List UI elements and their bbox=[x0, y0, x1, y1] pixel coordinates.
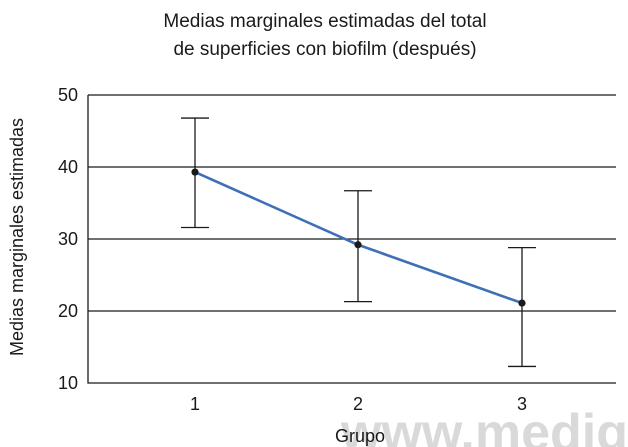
axis-frame bbox=[87, 95, 616, 384]
watermark: www.medig bbox=[340, 404, 628, 447]
y-tick-label: 40 bbox=[58, 157, 78, 177]
x-tick-label: 2 bbox=[353, 394, 363, 414]
series-group bbox=[181, 117, 536, 368]
y-tick-label: 20 bbox=[58, 301, 78, 321]
x-tick-label: 3 bbox=[517, 394, 527, 414]
data-point bbox=[518, 299, 526, 307]
x-tick-labels: 1 2 3 bbox=[190, 394, 527, 414]
x-tick-label: 1 bbox=[190, 394, 200, 414]
y-axis-label: Medias marginales estimadas bbox=[7, 118, 27, 356]
y-tick-label: 10 bbox=[58, 373, 78, 393]
y-tick-label: 50 bbox=[58, 85, 78, 105]
gridlines bbox=[88, 94, 616, 312]
error-bar bbox=[508, 246, 536, 368]
y-tick-label: 30 bbox=[58, 229, 78, 249]
data-point bbox=[191, 168, 199, 176]
data-point bbox=[354, 241, 362, 249]
y-tick-labels: 50 40 30 20 10 bbox=[58, 85, 78, 393]
chart-title-line-2: de superficies con biofilm (después) bbox=[173, 39, 476, 60]
x-axis-label: Grupo bbox=[335, 426, 385, 446]
chart-title-line-1: Medias marginales estimadas del total bbox=[163, 11, 486, 32]
